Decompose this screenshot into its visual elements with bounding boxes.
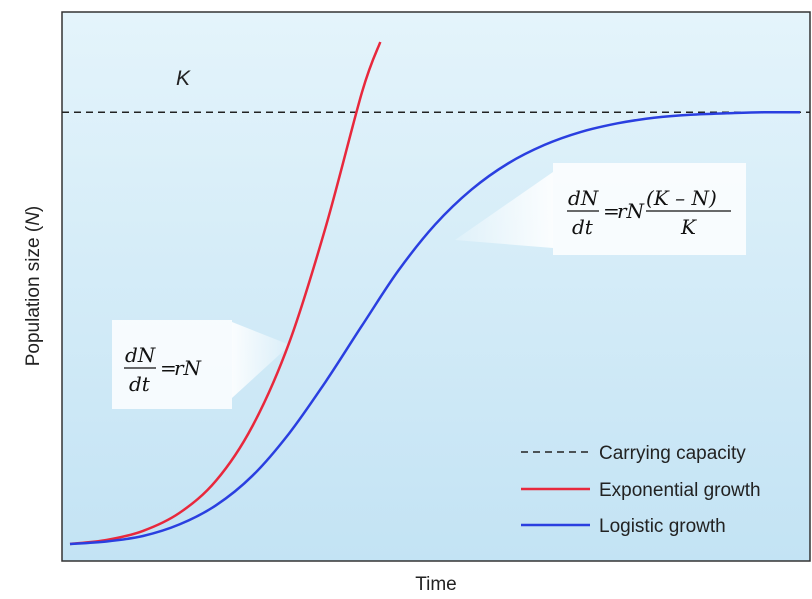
carrying-capacity-label: K	[176, 67, 191, 90]
exp-eq-rhs: rN	[174, 356, 203, 380]
y-axis-label: Population size (N)	[23, 206, 44, 367]
logistic-equation: dN dt = rN (K – N) K	[567, 186, 731, 239]
svg-text:=: =	[603, 199, 620, 223]
legend-label-logistic: Logistic growth	[599, 516, 726, 537]
log-eq-denominator: dt	[572, 215, 594, 239]
exponential-equation-box	[112, 320, 232, 409]
logistic-equation-box	[553, 163, 746, 255]
plot-frame	[61, 11, 811, 562]
logistic-callout-tail	[455, 172, 553, 248]
y-axis-label-var: N	[23, 212, 44, 226]
legend-label-exponential: Exponential growth	[599, 480, 761, 501]
log-eq-rhs-numerator: (K – N)	[646, 186, 717, 210]
x-axis-label: Time	[415, 574, 457, 595]
exponential-callout-tail	[232, 322, 290, 398]
exp-eq-denominator: dt	[129, 372, 151, 396]
exp-eq-numerator: dN	[125, 343, 157, 367]
legend: Carrying capacity Exponential growth Log…	[521, 443, 761, 537]
logistic-growth-line	[69, 110, 801, 546]
exponential-growth-line	[69, 41, 382, 546]
svg-text:=: =	[160, 356, 177, 380]
log-eq-rhs-denominator: K	[680, 215, 697, 239]
y-axis-label-suffix: )	[23, 206, 44, 212]
exponential-equation: dN dt = rN	[124, 343, 203, 396]
y-axis-label-prefix: Population size (	[23, 225, 44, 366]
plot-background	[62, 12, 810, 561]
log-eq-prefix: rN	[617, 199, 646, 223]
log-eq-numerator: dN	[568, 186, 600, 210]
legend-label-carrying-capacity: Carrying capacity	[599, 443, 746, 464]
